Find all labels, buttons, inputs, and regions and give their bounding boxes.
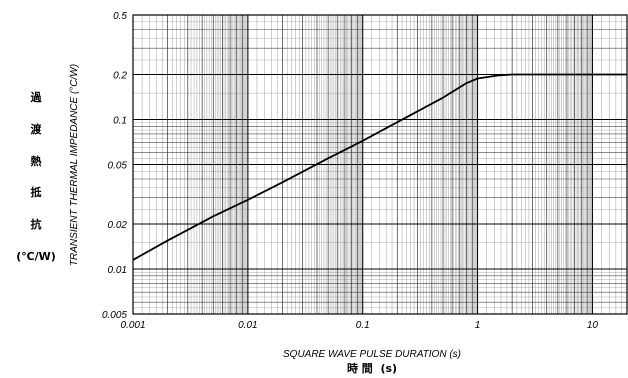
y-tick-label: 0.2 — [113, 70, 127, 81]
y-axis-title-jp-char: 抵 — [31, 185, 42, 199]
x-tick-label: 10 — [587, 320, 599, 331]
x-axis-title: SQUARE WAVE PULSE DURATION (s) — [283, 349, 461, 360]
y-tick-label: 0.1 — [113, 115, 127, 126]
y-axis-title-jp-char: 熱 — [31, 154, 42, 168]
y-tick-label: 0.5 — [113, 11, 127, 22]
y-axis-title-jp-char: 渡 — [31, 122, 43, 136]
y-tick-labels: 0.005 0.01 0.02 0.05 0.1 0.2 0.5 — [102, 11, 127, 321]
y-axis-title-jp-unit: (℃/W) — [16, 250, 56, 263]
y-tick-label: 0.02 — [108, 220, 128, 231]
x-tick-label: 0.01 — [238, 320, 257, 331]
x-tick-labels: 0.001 0.01 0.1 1 10 — [120, 320, 598, 331]
y-axis-title-jp-char: 過 — [30, 90, 43, 104]
x-tick-label: 0.001 — [120, 320, 145, 331]
y-tick-label: 0.01 — [108, 265, 127, 276]
plot-frame — [132, 14, 628, 315]
x-axis-title-jp: 時 間 (s) — [347, 361, 397, 375]
x-tick-label: 0.1 — [356, 320, 370, 331]
series-layer — [132, 73, 627, 261]
x-tick-label: 1 — [475, 320, 481, 331]
series-line — [132, 73, 627, 261]
y-tick-label: 0.05 — [108, 161, 128, 172]
y-axis-title-jp-char: 抗 — [31, 217, 42, 231]
y-tick-label: 0.005 — [102, 310, 127, 321]
y-axis-title-jp: 過 渡 熱 抵 抗 (℃/W) — [16, 90, 56, 263]
y-axis-title: TRANSIENT THERMAL IMPEDANCE (°C/W) — [69, 64, 80, 266]
